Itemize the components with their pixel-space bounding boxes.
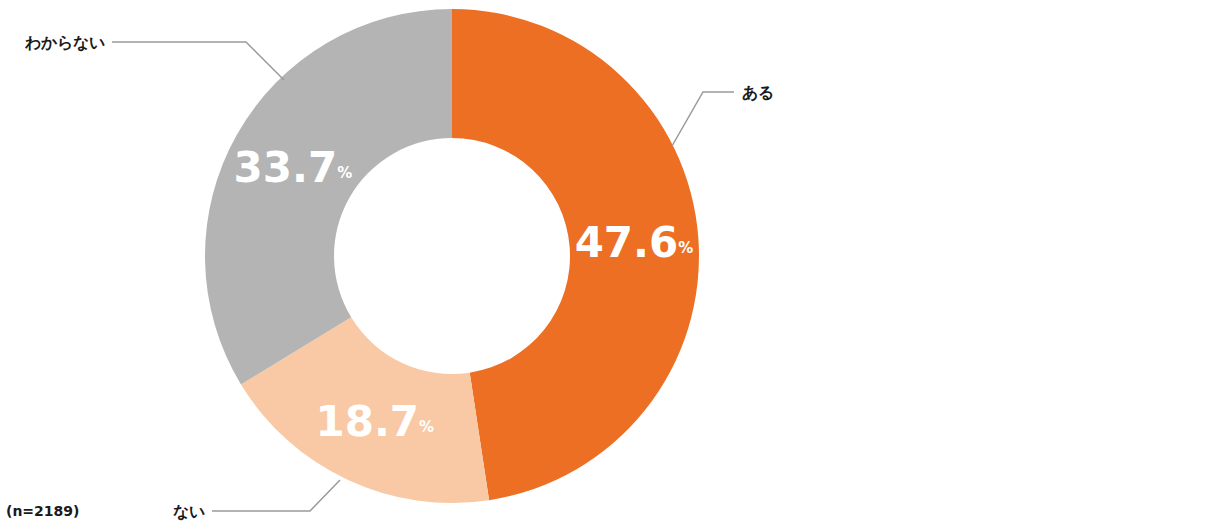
svg-text:(n=2189): (n=2189): [6, 503, 79, 519]
svg-text:ない: ない: [173, 502, 205, 521]
svg-text:ある: ある: [742, 83, 774, 102]
svg-text:18.7%: 18.7%: [315, 397, 434, 446]
svg-text:33.7%: 33.7%: [234, 142, 353, 191]
svg-text:わからない: わからない: [24, 33, 105, 52]
svg-text:47.6%: 47.6%: [575, 218, 694, 267]
